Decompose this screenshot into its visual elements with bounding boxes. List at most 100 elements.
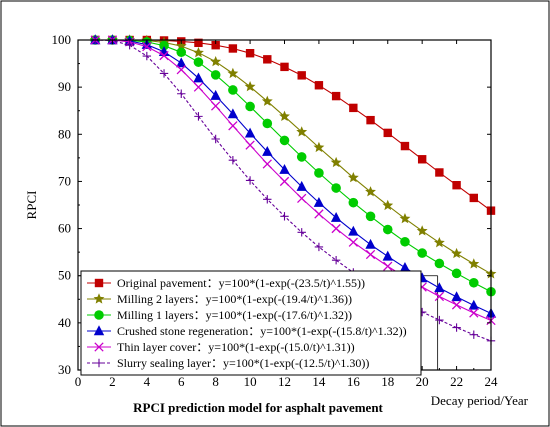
data-point: [416, 225, 428, 236]
legend: Original pavement：y=100*(1-exp(-(23.5/t)…: [80, 270, 422, 376]
data-point: [297, 228, 306, 237]
data-point: [468, 258, 480, 269]
data-point: [469, 330, 478, 339]
data-point: [331, 255, 341, 265]
y-tick-label: 80: [58, 126, 71, 141]
data-point: [193, 57, 204, 67]
data-point: [348, 197, 359, 208]
data-point: [434, 291, 445, 302]
data-point: [331, 183, 341, 193]
data-point: [176, 65, 186, 75]
data-point: [245, 176, 255, 185]
data-point: [211, 101, 221, 111]
data-point: [211, 134, 220, 144]
x-tick-label: 10: [244, 374, 257, 389]
data-point: [330, 156, 342, 168]
data-point: [244, 127, 256, 138]
data-point: [348, 237, 358, 247]
data-point: [469, 308, 479, 318]
data-point: [468, 299, 479, 310]
data-point: [176, 47, 187, 58]
data-point: [331, 223, 341, 234]
data-point: [262, 146, 273, 156]
data-point: [227, 108, 239, 119]
data-point: [382, 199, 394, 211]
data-point: [279, 163, 290, 174]
data-point: [244, 80, 256, 92]
chart-title: RPCI prediction model for asphalt paveme…: [133, 400, 383, 415]
data-point: [399, 262, 411, 272]
data-point: [175, 40, 187, 51]
x-tick-label: 12: [278, 374, 291, 389]
data-point: [314, 81, 324, 90]
y-tick-label: 100: [52, 32, 72, 47]
x-tick-label: 16: [347, 374, 361, 389]
x-tick-label: 18: [381, 374, 394, 389]
x-tick-label: 24: [485, 374, 499, 389]
data-point: [348, 225, 359, 236]
data-point: [176, 57, 187, 68]
data-point: [314, 168, 324, 178]
y-tick-label: 60: [58, 221, 71, 236]
data-point: [193, 72, 204, 83]
data-point: [228, 85, 238, 95]
data-point: [314, 209, 324, 219]
legend-swatch-marker: [93, 325, 105, 336]
data-point: [279, 110, 290, 121]
data-point: [211, 40, 220, 50]
data-point: [400, 141, 410, 151]
x-tick-label: 0: [75, 374, 82, 389]
legend-swatch-marker: [94, 310, 104, 320]
data-point: [263, 55, 272, 64]
data-point: [210, 89, 221, 100]
legend-swatch-marker: [94, 278, 104, 288]
data-point: [125, 40, 134, 50]
data-point: [159, 69, 169, 78]
data-point: [313, 196, 325, 207]
y-tick-label: 50: [58, 268, 71, 283]
legend-swatch-marker: [94, 358, 104, 368]
data-point: [434, 282, 445, 293]
x-axis-title: Decay period/Year: [431, 393, 529, 408]
series-layer: [89, 34, 497, 345]
data-point: [452, 181, 461, 190]
data-point: [382, 250, 393, 261]
data-point: [142, 41, 152, 52]
data-point: [435, 168, 444, 177]
data-point: [434, 258, 445, 269]
data-point: [330, 212, 342, 222]
legend-label: Milling 2 layers：y=100*(1-exp(-(19.4/t)^…: [117, 292, 352, 306]
data-point: [383, 128, 392, 138]
data-point: [382, 224, 393, 235]
data-point: [400, 236, 410, 247]
legend-label: Slurry sealing layer：y=100*(1-exp(-(12.5…: [117, 356, 369, 370]
data-point: [279, 135, 290, 146]
x-tick-label: 8: [212, 374, 219, 389]
data-point: [297, 193, 307, 204]
data-point: [451, 268, 462, 279]
legend-label: Thin layer cover：y=100*(1-exp(-(15.0/t)^…: [117, 340, 355, 354]
data-point: [365, 249, 376, 260]
legend-box: [80, 270, 422, 376]
y-tick-label: 30: [58, 362, 71, 377]
data-point: [347, 171, 359, 183]
data-point: [452, 323, 461, 332]
series-line: [95, 39, 492, 322]
x-tick-label: 20: [416, 374, 429, 389]
data-point: [296, 152, 307, 162]
data-point: [296, 126, 308, 137]
data-point: [262, 118, 273, 129]
data-point: [245, 101, 255, 112]
data-point: [468, 277, 479, 288]
data-point: [365, 186, 376, 197]
data-point: [210, 55, 222, 67]
data-point: [228, 121, 238, 131]
data-point: [228, 156, 238, 165]
data-point: [433, 237, 445, 248]
data-point: [261, 95, 273, 106]
x-tick-label: 6: [178, 374, 185, 389]
data-point: [227, 67, 239, 79]
data-point: [365, 211, 376, 222]
x-tick-label: 14: [312, 374, 326, 389]
